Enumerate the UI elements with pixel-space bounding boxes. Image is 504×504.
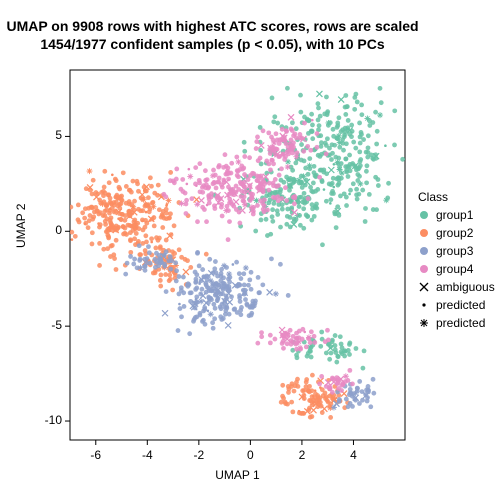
chart-container: { "chart": { "type": "scatter", "title_l… <box>0 0 504 504</box>
legend-label: group3 <box>436 244 473 258</box>
legend-label: predicted <box>436 316 485 330</box>
y-tick: 0 <box>30 223 62 237</box>
legend-label: group4 <box>436 262 473 276</box>
x-tick: -6 <box>81 448 111 462</box>
legend-item: predicted <box>418 296 495 314</box>
legend-item: group2 <box>418 224 495 242</box>
y-tick: 5 <box>30 128 62 142</box>
legend-item: ambiguous <box>418 278 495 296</box>
y-axis-label: UMAP 2 <box>14 204 28 248</box>
legend-swatch-icon <box>418 209 430 221</box>
legend-label: group1 <box>436 208 473 222</box>
legend-swatch-icon <box>418 263 430 275</box>
legend-item: group1 <box>418 206 495 224</box>
legend-label: predicted <box>436 298 485 312</box>
legend-item: group4 <box>418 260 495 278</box>
x-tick: 0 <box>235 448 265 462</box>
y-tick: -5 <box>30 318 62 332</box>
legend: Class group1 group2 group3 group4 ambiguous p… <box>418 190 495 332</box>
x-axis-label: UMAP 1 <box>70 468 405 482</box>
legend-label: group2 <box>436 226 473 240</box>
legend-swatch-icon <box>418 281 430 293</box>
x-tick: 2 <box>287 448 317 462</box>
legend-label: ambiguous <box>436 280 495 294</box>
legend-item: group3 <box>418 242 495 260</box>
x-tick: -2 <box>184 448 214 462</box>
legend-swatch-icon <box>418 245 430 257</box>
y-tick: -10 <box>30 413 62 427</box>
legend-swatch-icon <box>418 299 430 311</box>
legend-swatch-icon <box>418 317 430 329</box>
legend-item: predicted <box>418 314 495 332</box>
legend-swatch-icon <box>418 227 430 239</box>
x-tick: 4 <box>338 448 368 462</box>
x-tick: -4 <box>132 448 162 462</box>
legend-title: Class <box>418 190 495 204</box>
